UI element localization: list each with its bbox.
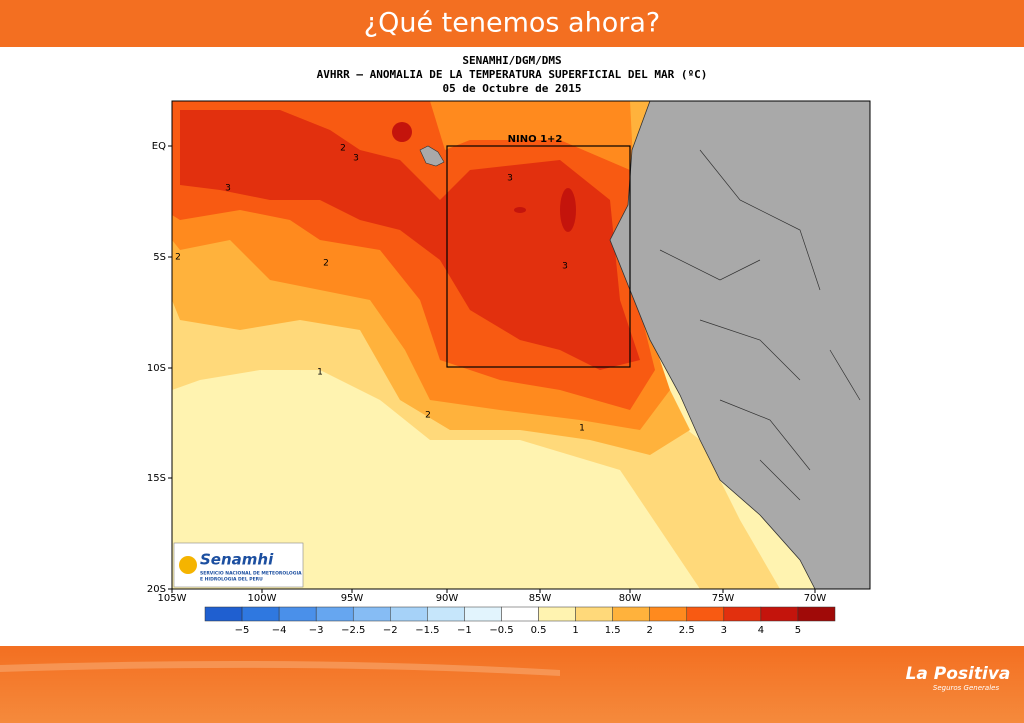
colorbar-label: −2 <box>383 625 398 636</box>
colorbar-swatch <box>723 606 762 622</box>
anomaly-4 <box>392 122 412 142</box>
colorbar-label: 4 <box>758 625 764 636</box>
colorbar-swatch <box>390 606 428 622</box>
logo-sun <box>179 556 197 574</box>
colorbar-label: 1.5 <box>605 625 621 636</box>
colorbar-label: −0.5 <box>489 625 513 636</box>
contour-label: 1 <box>579 424 585 434</box>
colorbar-swatch <box>797 606 836 622</box>
land <box>609 101 870 589</box>
brand-name: La Positiva <box>906 664 1011 684</box>
colorbar-label: −5 <box>235 625 250 636</box>
contour-label: 2 <box>175 253 181 263</box>
lat-label: 5S <box>153 252 166 263</box>
logo-text: SERVICIO NACIONAL DE METEOROLOGIA <box>200 571 302 577</box>
borders <box>659 149 861 501</box>
contour-label: 2 <box>425 411 431 421</box>
colorbar-swatch <box>575 606 613 622</box>
lon-label: 80W <box>619 593 642 604</box>
header-bar <box>0 0 1024 47</box>
contour-label: 1 <box>317 368 323 378</box>
contour-label: 2 <box>340 144 346 154</box>
contour-label: 2 <box>323 259 329 269</box>
lon-label: 70W <box>804 593 827 604</box>
lon-label: 75W <box>712 593 735 604</box>
lon-label: 95W <box>341 593 364 604</box>
colorbar-label: −2.5 <box>341 625 365 636</box>
colorbar-swatch <box>686 606 725 622</box>
colorbar-label: 2 <box>647 625 653 636</box>
colorbar-swatch <box>612 606 650 622</box>
lat-label: 15S <box>147 473 166 484</box>
lon-label: 90W <box>436 593 459 604</box>
colorbar-swatch <box>204 606 243 622</box>
colorbar-swatch <box>760 606 799 622</box>
footer-swoosh <box>0 661 560 676</box>
map-title: SENAMHI/DGM/DMS <box>462 54 561 67</box>
colorbar-swatch <box>464 606 502 622</box>
plot-frame <box>171 100 871 590</box>
nino-box <box>446 145 631 368</box>
lon-label: 100W <box>248 593 277 604</box>
anomaly-4 <box>560 188 576 232</box>
colorbar-label: −3 <box>309 625 324 636</box>
colorbar-swatch <box>352 606 391 622</box>
colorbar-label: −1 <box>457 625 472 636</box>
colorbar-swatch <box>427 606 465 622</box>
map-title: AVHRR – ANOMALIA DE LA TEMPERATURA SUPER… <box>317 68 708 81</box>
colorbar-label: −4 <box>272 625 287 636</box>
colorbar-swatch <box>241 606 280 622</box>
colorbar: −5 −4 −3 −2.5 −2 −1.5 −1 −0.5 0.5 1 1.5 2 2.5 3 4 5 <box>204 606 836 636</box>
slide-title: ¿Qué tenemos ahora? <box>364 8 660 39</box>
contour-label: 3 <box>562 262 568 272</box>
colorbar-label: 0.5 <box>531 625 547 636</box>
galapagos <box>419 145 445 167</box>
colorbar-swatch <box>649 606 688 622</box>
anomaly-4 <box>514 207 526 213</box>
nino-label: NINO 1+2 <box>508 134 563 145</box>
lat-label: EQ <box>152 141 166 152</box>
lon-label: 85W <box>529 593 552 604</box>
colorbar-label: 5 <box>795 625 801 636</box>
anomaly-3 <box>180 110 640 370</box>
senamhi-logo: Senamhi SERVICIO NACIONAL DE METEOROLOGI… <box>173 542 304 588</box>
colorbar-swatch <box>278 606 317 622</box>
colorbar-label: 1 <box>572 625 578 636</box>
lat-label: 10S <box>147 363 166 374</box>
colorbar-swatch <box>538 606 576 622</box>
logo-text: E HIDROLOGIA DEL PERU <box>200 577 263 583</box>
contour-label: 3 <box>353 154 359 164</box>
brand-tagline: Seguros Generales <box>933 684 1000 692</box>
colorbar-swatch <box>501 606 539 622</box>
map-title: 05 de Octubre de 2015 <box>442 82 581 95</box>
colorbar-label: 3 <box>721 625 727 636</box>
colorbar-label: −1.5 <box>415 625 439 636</box>
contour-label: 3 <box>507 174 513 184</box>
sst-field <box>172 101 870 589</box>
lat-label: 20S <box>147 584 166 595</box>
colorbar-label: 2.5 <box>679 625 695 636</box>
footer-bar <box>0 646 1024 723</box>
logo-name: Senamhi <box>200 551 274 569</box>
colorbar-swatch <box>315 606 354 622</box>
contour-label: 3 <box>225 184 231 194</box>
lon-label: 105W <box>158 593 187 604</box>
